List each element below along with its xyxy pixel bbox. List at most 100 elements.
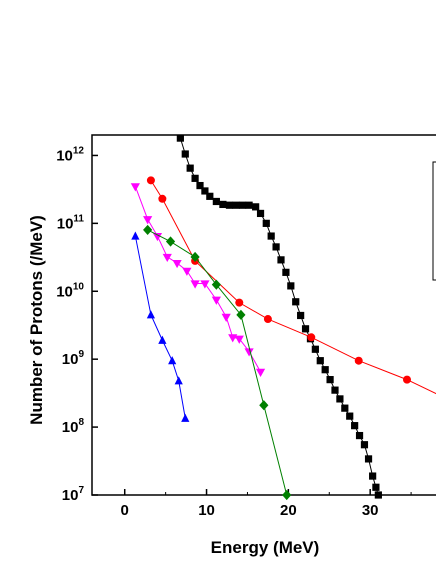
plot-frame xyxy=(91,134,436,496)
data-point xyxy=(146,310,156,319)
data-point xyxy=(346,412,354,420)
series-line xyxy=(147,229,288,496)
data-point xyxy=(282,489,292,501)
data-point xyxy=(174,376,183,385)
data-point xyxy=(190,251,200,263)
data-point xyxy=(200,280,210,289)
data-point xyxy=(143,224,153,236)
data-point xyxy=(181,413,190,422)
y-axis: 107 108 109 1010 1011 1012 xyxy=(56,145,98,504)
data-point xyxy=(191,174,199,182)
data-point xyxy=(162,253,172,263)
data-point xyxy=(186,164,194,172)
data-point xyxy=(206,192,214,200)
data-point xyxy=(255,368,266,377)
data-point xyxy=(238,201,247,209)
data-point xyxy=(311,345,319,353)
x-tick-label: 30 xyxy=(362,502,379,519)
data-point xyxy=(182,267,192,276)
x-tick-label: 20 xyxy=(280,502,297,519)
series-line xyxy=(179,137,379,496)
data-point xyxy=(212,197,220,206)
series-triangle-down xyxy=(130,183,266,377)
data-point xyxy=(165,236,176,247)
data-point xyxy=(211,279,221,290)
series-diamond xyxy=(143,224,292,501)
series-line xyxy=(134,186,261,373)
x-tick-label: 0 xyxy=(121,502,129,519)
data-point xyxy=(235,298,244,307)
series-circle xyxy=(146,176,436,395)
y-tick-label: 109 xyxy=(62,349,85,368)
data-point xyxy=(172,259,182,269)
y-tick-label: 1012 xyxy=(56,145,84,164)
data-point xyxy=(262,219,270,227)
data-point xyxy=(176,134,184,142)
data-point xyxy=(168,356,177,365)
data-point xyxy=(219,200,227,209)
data-point xyxy=(282,268,290,276)
data-point xyxy=(143,216,153,225)
x-axis: 010203040 xyxy=(121,489,412,519)
data-point xyxy=(272,243,280,251)
data-point xyxy=(130,183,140,192)
data-point xyxy=(364,455,373,463)
data-point xyxy=(369,472,377,480)
data-point xyxy=(221,313,231,322)
data-point xyxy=(196,181,204,190)
data-point xyxy=(252,203,260,211)
data-point xyxy=(263,315,272,324)
data-point xyxy=(158,335,167,344)
data-point xyxy=(211,296,221,305)
data-point xyxy=(354,356,363,365)
y-tick-label: 1010 xyxy=(56,281,84,300)
data-point xyxy=(301,325,310,333)
data-point xyxy=(234,335,244,344)
data-point xyxy=(259,400,269,411)
y-tick-label: 108 xyxy=(62,417,85,436)
data-point xyxy=(297,311,305,320)
data-point xyxy=(316,357,324,365)
data-point xyxy=(355,431,364,440)
data-point xyxy=(360,441,369,449)
data-point xyxy=(152,232,163,242)
series-layer xyxy=(130,134,436,501)
series-square xyxy=(176,134,382,499)
data-point xyxy=(244,348,254,357)
data-point xyxy=(292,298,300,306)
data-point xyxy=(267,232,275,240)
data-point xyxy=(372,483,380,491)
data-point xyxy=(236,309,246,320)
data-point xyxy=(287,282,295,290)
data-point xyxy=(321,366,329,374)
data-point xyxy=(374,491,382,499)
data-point xyxy=(403,375,411,384)
y-axis-title: Number of Protons (/MeV) xyxy=(27,215,46,425)
x-tick-label: 10 xyxy=(198,502,215,519)
data-point xyxy=(336,395,344,403)
x-axis-title: Energy (MeV) xyxy=(211,538,320,557)
y-tick-label: 107 xyxy=(62,485,85,504)
data-point xyxy=(190,280,200,289)
data-point xyxy=(201,187,209,195)
data-point xyxy=(245,201,253,209)
legend-box xyxy=(432,161,436,281)
data-point xyxy=(181,150,189,158)
series-line xyxy=(150,180,436,395)
y-tick-label: 1011 xyxy=(57,213,85,232)
series-triangle-up xyxy=(131,231,190,422)
data-point xyxy=(326,376,334,384)
data-point xyxy=(146,176,155,185)
data-point xyxy=(351,422,359,430)
data-point xyxy=(131,231,140,240)
data-point xyxy=(307,333,316,342)
data-point xyxy=(277,256,285,264)
data-point xyxy=(341,404,349,412)
data-point xyxy=(232,201,240,209)
data-point xyxy=(256,209,265,218)
data-point xyxy=(331,386,339,394)
data-point xyxy=(225,201,234,209)
data-point xyxy=(158,194,167,203)
series-line xyxy=(134,235,186,419)
